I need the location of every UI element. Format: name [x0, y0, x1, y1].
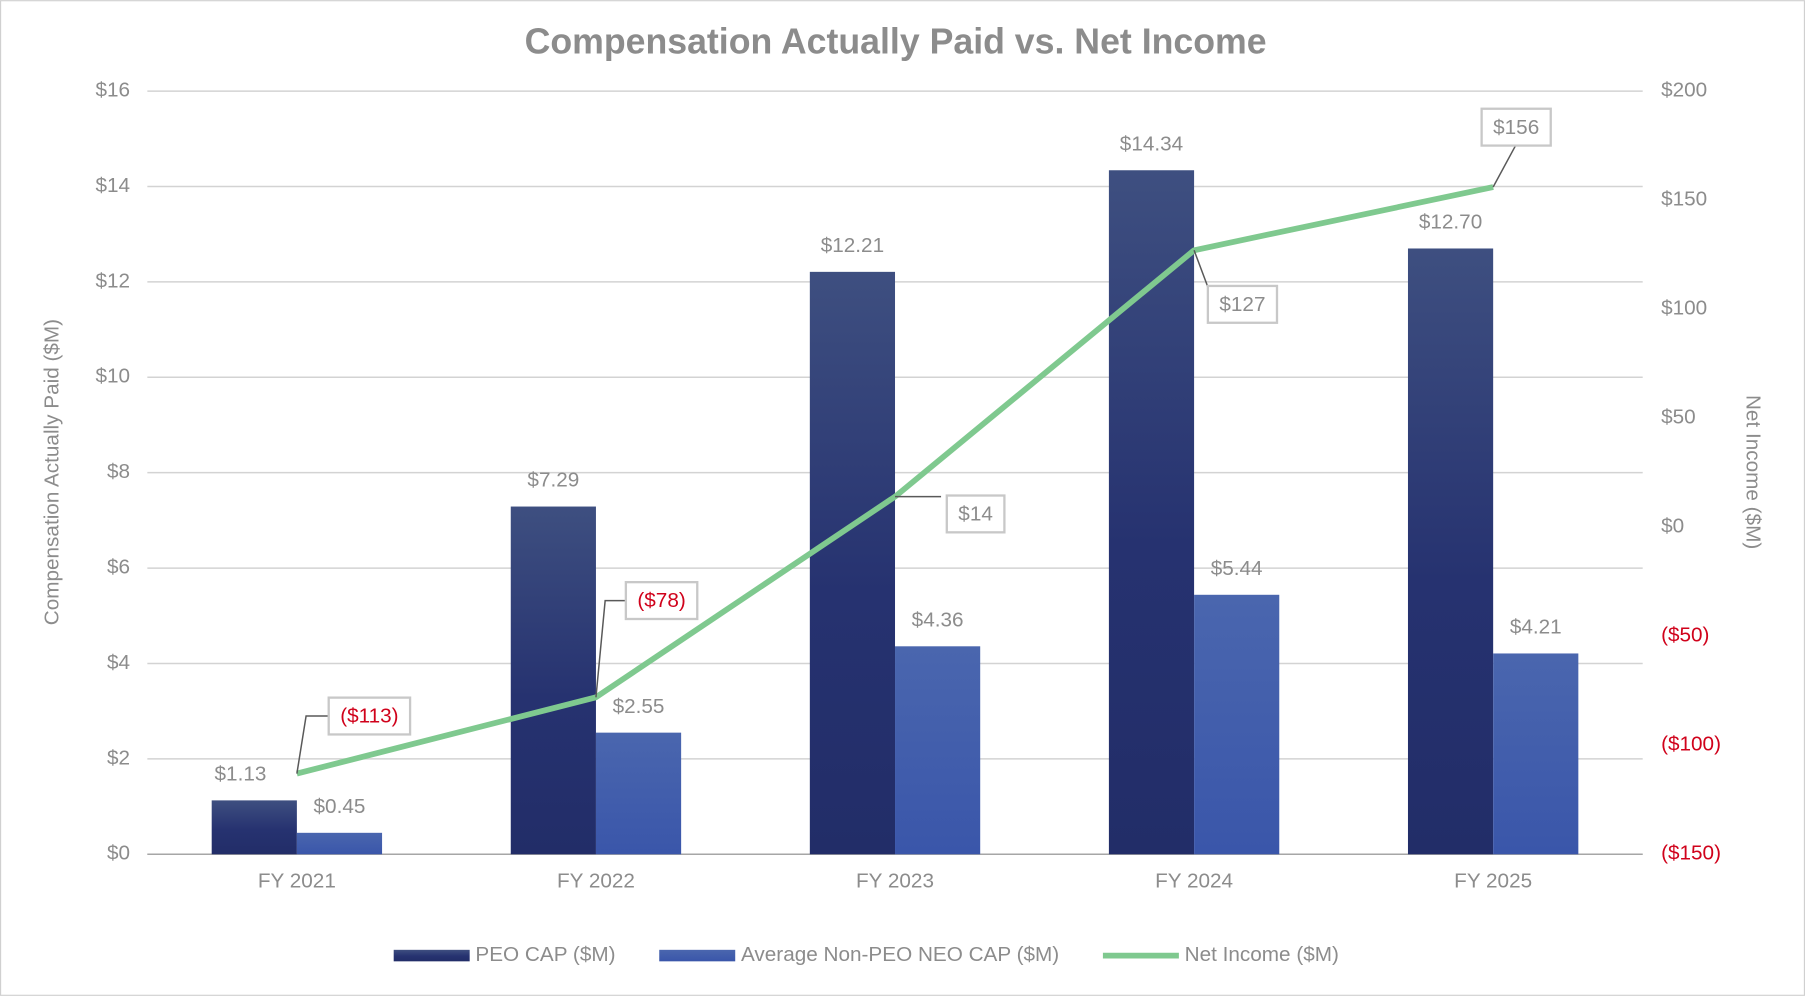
x-tick-label: FY 2025: [1454, 869, 1532, 892]
bar-value-label: $12.70: [1419, 211, 1482, 234]
bar: [809, 271, 896, 855]
legend-label: Average Non-PEO NEO CAP ($M): [741, 943, 1059, 966]
y-tick-label: $14: [96, 174, 131, 197]
legend-label: PEO CAP ($M): [475, 943, 615, 966]
x-tick-label: FY 2023: [856, 869, 934, 892]
bar: [296, 832, 383, 855]
label-box: [327, 696, 412, 736]
bar: [510, 506, 596, 855]
bar: [211, 800, 297, 855]
legend-swatch: [393, 949, 470, 962]
label-box: [945, 494, 1006, 534]
chart-title: Compensation Actually Paid vs. Net Incom…: [525, 21, 1267, 61]
y-tick-label: $2: [107, 746, 130, 769]
label-box: [1206, 284, 1279, 324]
bar-value-label: $4.21: [1510, 616, 1562, 639]
net-income-label: ($78): [637, 589, 685, 612]
bar: [1493, 653, 1579, 855]
y2-axis-label: Net Income ($M): [1742, 395, 1765, 549]
net-income-label: $127: [1219, 293, 1265, 316]
bar-value-label: $4.36: [912, 608, 964, 631]
leader-line: [1193, 249, 1209, 288]
label-box: [1480, 107, 1552, 147]
bar: [1108, 170, 1195, 855]
bar: [595, 732, 682, 855]
y2-tick-label: ($150): [1661, 842, 1721, 865]
y-tick-label: $0: [107, 842, 130, 865]
leader-line: [1492, 144, 1517, 188]
x-tick-label: FY 2021: [258, 869, 336, 892]
y-tick-label: $16: [96, 79, 131, 102]
bar: [1194, 594, 1280, 855]
y2-tick-label: $0: [1661, 515, 1684, 538]
bar: [1407, 248, 1494, 855]
legend-swatch: [659, 949, 736, 962]
y2-tick-label: $200: [1661, 79, 1707, 102]
leader-line: [595, 599, 633, 698]
net-income-label: $14: [958, 503, 993, 526]
x-tick-label: FY 2024: [1155, 869, 1233, 892]
y2-tick-label: ($50): [1661, 624, 1709, 647]
bar-value-label: $2.55: [613, 695, 665, 718]
y2-tick-label: $150: [1661, 188, 1707, 211]
label-box: [624, 581, 699, 621]
bar-value-label: $14.34: [1120, 132, 1183, 155]
y-tick-label: $12: [96, 269, 131, 292]
bar-value-label: $7.29: [527, 469, 579, 492]
legend-label: Net Income ($M): [1185, 943, 1339, 966]
y2-tick-label: $50: [1661, 406, 1696, 429]
y-tick-label: $6: [107, 556, 130, 579]
y-axis-label: Compensation Actually Paid ($M): [40, 319, 63, 625]
y2-tick-label: $100: [1661, 297, 1707, 320]
y-tick-label: $4: [107, 651, 130, 674]
bar-value-label: $5.44: [1211, 557, 1263, 580]
bar-value-label: $12.21: [821, 234, 884, 257]
bar-value-label: $0.45: [314, 795, 366, 818]
net-income-label: $156: [1493, 116, 1539, 139]
x-tick-label: FY 2022: [557, 869, 635, 892]
bar: [895, 646, 981, 855]
net-income-label: ($113): [340, 705, 398, 728]
y2-tick-label: ($100): [1661, 733, 1721, 756]
bar-value-label: $1.13: [215, 763, 267, 786]
y-tick-label: $8: [107, 460, 130, 483]
y-tick-label: $10: [96, 365, 131, 388]
